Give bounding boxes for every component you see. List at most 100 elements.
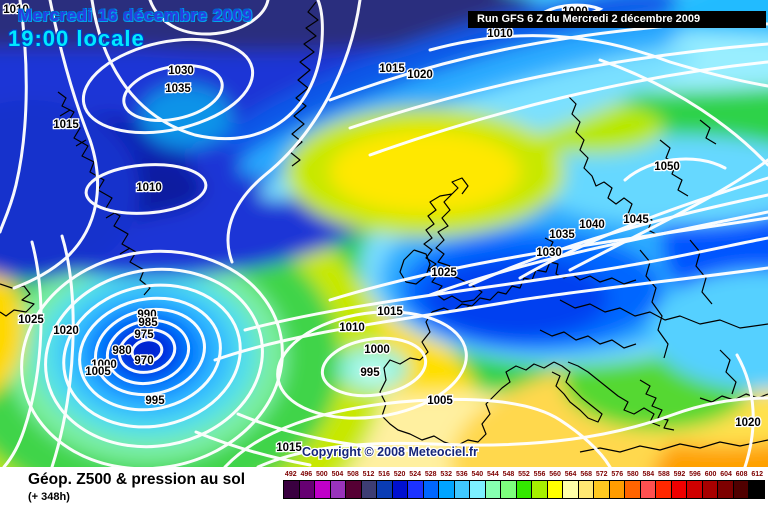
legend-swatch [702,481,719,498]
pressure-label: 1005 [85,366,111,378]
legend-swatch [284,481,300,498]
pressure-label: 1015 [53,119,79,131]
legend-tick: 568 [580,471,592,478]
model-run-info: Run GFS 6 Z du Mercredi 2 décembre 2009 [468,11,766,28]
legend-tick: 604 [720,471,732,478]
legend-swatch [687,481,703,498]
legend-swatch [454,481,471,498]
pressure-label: 1020 [735,417,761,429]
pressure-label: 1045 [623,214,649,226]
legend-tick: 544 [487,471,499,478]
legend-tick: 492 [284,471,297,478]
legend-tick: 496 [300,471,313,478]
legend-swatch [578,481,595,498]
legend-swatch [671,481,688,498]
copyright-text: Copyright © 2008 Meteociel.fr [302,445,478,459]
legend-swatch [439,481,455,498]
legend-swatch [315,481,331,498]
legend-swatch [640,481,657,498]
pressure-label: 1010 [3,4,29,16]
legend-tick: 592 [673,471,686,478]
pressure-label: 1005 [427,395,453,407]
legend-swatch [485,481,502,498]
forecast-date: Mercredi 16 décembre 2009 [18,6,253,25]
legend-swatch [625,481,641,498]
legend-swatch [594,481,610,498]
legend-tick: 572 [595,471,608,478]
map-canvas: 1010101510301035101010151020101010001050… [0,0,768,467]
legend-tick: 584 [642,471,655,478]
legend-tick: 556 [533,471,546,478]
legend-tick: 548 [502,471,515,478]
legend-swatch [377,481,393,498]
legend-tick: 512 [362,471,375,478]
pressure-label: 1020 [53,325,79,337]
legend-swatch [501,481,517,498]
legend-tick: 560 [549,471,561,478]
legend-swatch [563,481,579,498]
pressure-label: 1035 [549,229,575,241]
legend-tick: 504 [331,471,344,478]
legend-tick: 524 [409,471,421,478]
legend-tick: 576 [611,471,624,478]
color-legend: 492 496 500 504 508 512 516 520 524 528 532 536 540 5… [283,469,765,499]
legend-tick: 552 [518,471,530,478]
legend-swatch [470,481,486,498]
pressure-label: 1000 [91,359,117,371]
legend-swatch [547,481,564,498]
pressure-label: 970 [134,355,153,367]
legend-tick: 580 [626,471,639,478]
legend-swatch [392,481,409,498]
legend-tick: 600 [704,471,717,478]
pressure-label: 1000 [364,344,390,356]
pressure-label: 1050 [654,161,680,173]
legend-tick: 528 [424,471,437,478]
isobar-contours [0,0,768,467]
pressure-label: 1020 [407,69,433,81]
legend-swatch [361,481,378,498]
legend-color-bar [283,480,765,499]
color-field [0,0,768,467]
pressure-label: 1010 [487,28,513,40]
legend-swatch [718,481,734,498]
pressure-label: 1035 [165,83,191,95]
legend-tick: 608 [735,471,748,478]
forecast-step: (+ 348h) [28,491,70,503]
pressure-label: 1040 [579,219,605,231]
legend-tick: 564 [564,471,577,478]
pressure-label: 1010 [136,182,162,194]
pressure-label: 1030 [536,247,562,259]
pressure-label: 1025 [18,314,44,326]
legend-swatch [733,481,750,498]
pressure-label: 995 [360,367,380,379]
legend-tick: 516 [378,471,390,478]
legend-swatch [516,481,533,498]
legend-swatch [346,481,362,498]
footer-bar: Géop. Z500 & pression au sol (+ 348h) 49… [0,467,768,512]
legend-swatch [408,481,424,498]
pressure-label: 1015 [377,306,403,318]
pressure-label: 1025 [431,267,457,279]
pressure-label: 985 [138,317,158,329]
forecast-time: 19:00 locale [8,26,145,51]
legend-swatch [423,481,440,498]
legend-swatch [749,481,764,498]
legend-swatch [656,481,672,498]
legend-swatch [330,481,347,498]
legend-tick: 520 [393,471,406,478]
legend-swatch [609,481,626,498]
legend-swatch [299,481,316,498]
legend-tick: 540 [471,471,484,478]
geopotential-map: 1010101510301035101010151020101010001050… [0,0,768,467]
legend-tick: 536 [455,471,468,478]
map-title: Géop. Z500 & pression au sol [28,471,246,488]
pressure-label: 1010 [339,322,365,334]
legend-tick: 596 [689,471,701,478]
pressure-label: 1015 [276,442,302,454]
pressure-label: 1015 [379,63,405,75]
pressure-label: 980 [112,345,131,357]
legend-tick: 532 [440,471,453,478]
legend-tick: 588 [658,471,670,478]
pressure-label: 995 [145,395,165,407]
